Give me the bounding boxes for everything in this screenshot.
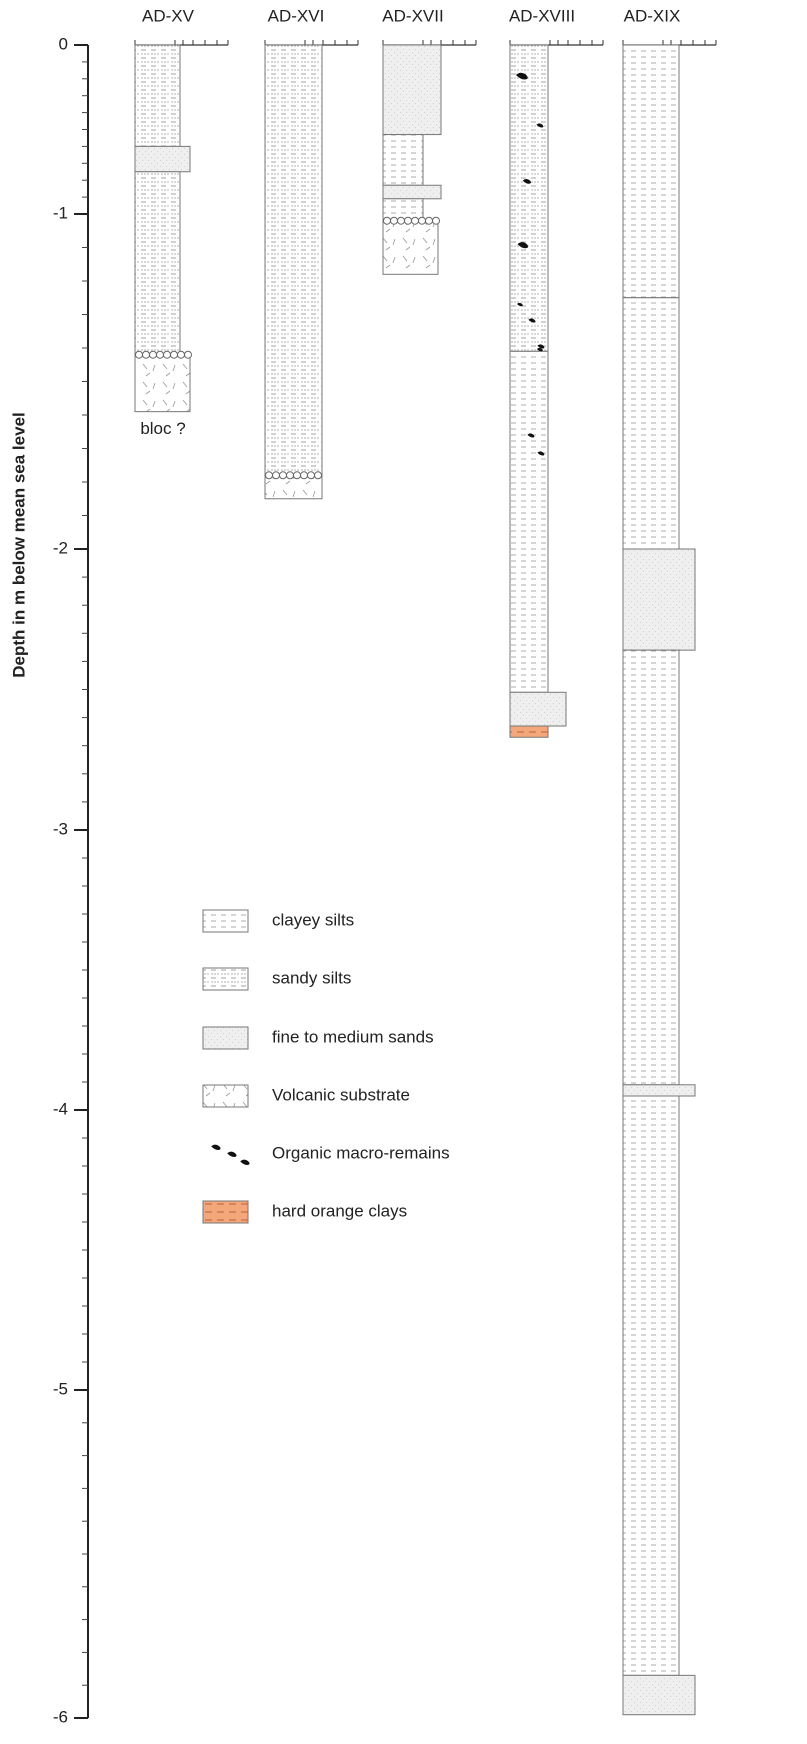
legend-label: fine to medium sands	[272, 1027, 434, 1046]
depth-axis: 0 -1 -2 -3 -4 -5 -6	[53, 34, 88, 1726]
legend-label: sandy silts	[272, 968, 351, 987]
layer	[623, 1096, 679, 1675]
pebble	[287, 472, 294, 479]
pebble	[391, 217, 398, 224]
legend-item: hard orange clays	[203, 1201, 407, 1223]
legend-label: Organic macro-remains	[272, 1143, 450, 1162]
layer	[383, 45, 441, 135]
legend-label: Volcanic substrate	[272, 1085, 410, 1104]
legend-swatch	[203, 1085, 248, 1107]
column-name: AD-XVII	[382, 6, 443, 25]
legend-swatch	[203, 1027, 248, 1049]
core-column: AD-XVII	[382, 6, 476, 274]
legend-swatch	[203, 968, 248, 990]
legend-label: hard orange clays	[272, 1201, 407, 1220]
legend-item: fine to medium sands	[203, 1027, 434, 1049]
tick-label: -1	[53, 203, 68, 222]
pebble	[273, 472, 280, 479]
pebble	[178, 351, 185, 358]
organic-remain	[211, 1145, 220, 1150]
core-column: AD-XIX	[623, 6, 716, 1714]
legend-swatch	[203, 910, 248, 932]
pebble	[301, 472, 308, 479]
core-column: AD-XV bloc ?	[135, 6, 228, 438]
pebble	[294, 472, 301, 479]
axis-title: Depth in m below mean sea level	[9, 412, 28, 677]
column-name: AD-XIX	[624, 6, 681, 25]
layer	[383, 221, 438, 275]
tick-label: -3	[53, 819, 68, 838]
layer	[383, 185, 441, 199]
layer	[623, 549, 695, 650]
legend-swatch	[203, 1201, 248, 1223]
legend-item: Organic macro-remains	[211, 1143, 449, 1165]
column-name: AD-XVI	[268, 6, 325, 25]
pebble	[280, 472, 287, 479]
pebble	[185, 351, 192, 358]
pebble	[157, 351, 164, 358]
organic-remain	[227, 1152, 236, 1157]
layer	[510, 351, 548, 692]
column-note: bloc ?	[140, 419, 185, 438]
legend-item: sandy silts	[203, 968, 351, 990]
pebble	[433, 217, 440, 224]
pebble	[150, 351, 157, 358]
tick-label: -4	[53, 1099, 68, 1118]
columns: AD-XV bloc ? AD-XVI AD-XVII AD-XVIII AD-XIX	[135, 6, 716, 1714]
tick-label: -2	[53, 538, 68, 557]
layer	[510, 726, 548, 737]
pebble	[405, 217, 412, 224]
layer	[135, 146, 190, 171]
legend-label: clayey silts	[272, 910, 354, 929]
layer	[510, 692, 566, 726]
pebble	[308, 472, 315, 479]
stratigraphic-logs: 0-1-2-3-4-5-6 AD-XVbloc ?AD-XVIAD-XVIIAD…	[0, 0, 807, 1744]
layer	[135, 172, 180, 355]
column-name: AD-XVIII	[509, 6, 575, 25]
pebble	[266, 472, 273, 479]
layer	[623, 650, 679, 1085]
pebble	[315, 472, 322, 479]
layer	[623, 298, 679, 549]
pebble	[143, 351, 150, 358]
legend-item: clayey silts	[203, 910, 354, 932]
pebble	[398, 217, 405, 224]
layer	[135, 355, 190, 412]
legend: clayey silts sandy silts fine to medium sa…	[203, 910, 450, 1223]
organic-remain	[240, 1160, 249, 1165]
core-column: AD-XVIII	[509, 6, 603, 737]
column-name: AD-XV	[142, 6, 195, 25]
pebble	[136, 351, 143, 358]
pebble	[419, 217, 426, 224]
layer	[623, 45, 679, 298]
tick-label: -5	[53, 1379, 68, 1398]
pebble	[384, 217, 391, 224]
layer	[135, 45, 180, 146]
layer	[623, 1085, 695, 1096]
layer	[265, 475, 322, 498]
legend-item: Volcanic substrate	[203, 1085, 410, 1107]
pebble	[171, 351, 178, 358]
pebble	[164, 351, 171, 358]
core-column: AD-XVI	[265, 6, 358, 498]
layer	[623, 1675, 695, 1714]
layer	[265, 45, 322, 475]
tick-label: -6	[53, 1707, 68, 1726]
tick-label: 0	[59, 34, 68, 53]
layer	[383, 135, 423, 186]
pebble	[426, 217, 433, 224]
pebble	[412, 217, 419, 224]
layer	[510, 45, 548, 351]
